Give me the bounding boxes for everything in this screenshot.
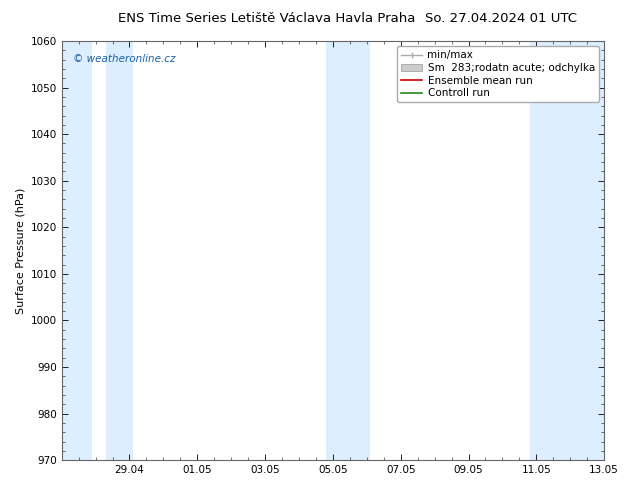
Text: © weatheronline.cz: © weatheronline.cz [72,53,175,64]
Bar [106,41,133,460]
Bar [326,41,370,460]
Y-axis label: Surface Pressure (hPa): Surface Pressure (hPa) [15,187,25,314]
Bar [529,41,604,460]
Bar [61,41,92,460]
Text: So. 27.04.2024 01 UTC: So. 27.04.2024 01 UTC [425,12,577,25]
Legend: min/max, Sm  283;rodatn acute; odchylka, Ensemble mean run, Controll run: min/max, Sm 283;rodatn acute; odchylka, … [398,46,599,102]
Text: ENS Time Series Letiště Václava Havla Praha: ENS Time Series Letiště Václava Havla Pr… [117,12,415,25]
